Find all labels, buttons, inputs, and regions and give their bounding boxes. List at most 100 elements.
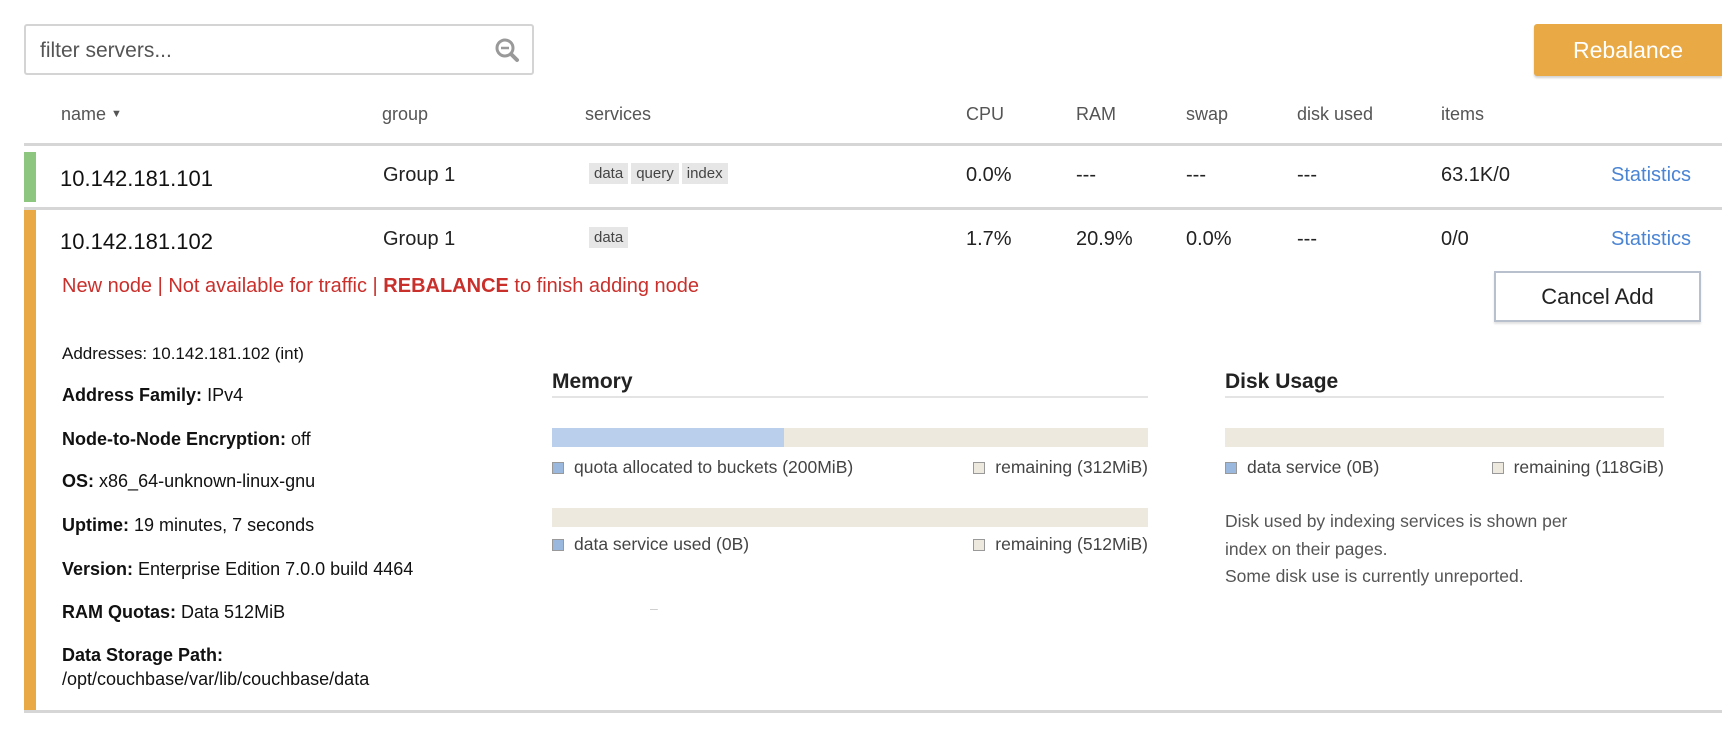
statistics-link[interactable]: Statistics xyxy=(1611,164,1692,186)
detail-addresses: Addresses: 10.142.181.102 (int) xyxy=(62,344,304,364)
disk-used-value: --- xyxy=(1297,164,1317,186)
divider xyxy=(24,710,1722,713)
detail-ram-quotas: RAM Quotas: Data 512MiB xyxy=(62,602,285,623)
detail-version: Version: Enterprise Edition 7.0.0 build … xyxy=(62,559,413,580)
legend-label: remaining (118GiB) xyxy=(1513,457,1664,477)
service-tag: query xyxy=(631,163,679,184)
legend-used-remaining: remaining (512MiB) xyxy=(973,534,1148,555)
legend-swatch-beige xyxy=(973,538,986,551)
detail-data-path-label: Data Storage Path: xyxy=(62,645,223,666)
server-name: 10.142.181.102 xyxy=(60,229,213,254)
detail-os: OS: x86_64-unknown-linux-gnu xyxy=(62,471,315,492)
legend-swatch-blue xyxy=(552,461,564,474)
detail-label: Address Family: xyxy=(62,385,203,405)
detail-value: Data 512MiB xyxy=(181,602,286,622)
legend-disk-data: data service (0B) xyxy=(1225,457,1379,478)
memory-used-bar xyxy=(552,508,1148,527)
detail-label: OS: xyxy=(62,471,95,491)
detail-label: Data Storage Path: xyxy=(62,645,224,665)
status-bar-pending xyxy=(24,210,36,711)
filter-servers-field[interactable] xyxy=(24,24,534,75)
column-label: name xyxy=(61,104,107,124)
divider xyxy=(552,396,1148,398)
search-icon[interactable] xyxy=(494,37,520,68)
legend-label: data service used (0B) xyxy=(574,534,750,554)
items-value: 0/0 xyxy=(1441,228,1469,250)
swap-value: --- xyxy=(1186,164,1206,186)
legend-label: remaining (512MiB) xyxy=(995,534,1148,554)
memory-dash: – xyxy=(650,600,658,616)
detail-address-family: Address Family: IPv4 xyxy=(62,385,243,406)
detail-label: Addresses: xyxy=(62,344,148,363)
filter-servers-input[interactable] xyxy=(38,38,482,64)
legend-used: data service used (0B) xyxy=(552,534,749,555)
column-header-cpu[interactable]: CPU xyxy=(966,104,1005,124)
divider xyxy=(24,207,1722,210)
status-bar-healthy xyxy=(24,152,36,202)
legend-label: data service (0B) xyxy=(1247,457,1380,477)
new-node-warning: New node | Not available for traffic | R… xyxy=(62,275,699,298)
column-header-group[interactable]: group xyxy=(382,104,429,124)
server-group: Group 1 xyxy=(383,164,456,186)
column-header-items[interactable]: items xyxy=(1441,104,1485,124)
disk-note: Some disk use is currently unreported. xyxy=(1225,566,1524,586)
detail-value: 19 minutes, 7 seconds xyxy=(134,515,315,535)
legend-swatch-blue xyxy=(1225,461,1237,474)
divider xyxy=(24,143,1722,146)
warning-emphasis: REBALANCE xyxy=(383,275,509,297)
legend-quota-remaining: remaining (312MiB) xyxy=(973,457,1148,478)
legend-label: quota allocated to buckets (200MiB) xyxy=(574,457,854,477)
disk-note: index on their pages. xyxy=(1225,539,1388,559)
cpu-value: 0.0% xyxy=(966,164,1012,186)
items-value: 63.1K/0 xyxy=(1441,164,1510,186)
memory-heading: Memory xyxy=(552,370,633,393)
detail-value: x86_64-unknown-linux-gnu xyxy=(99,471,316,491)
sort-down-icon: ▼ xyxy=(111,108,122,120)
disk-used-value: --- xyxy=(1297,228,1317,250)
column-header-name[interactable]: name ▼ xyxy=(61,104,122,125)
legend-disk-remaining: remaining (118GiB) xyxy=(1491,457,1664,478)
rebalance-button[interactable]: Rebalance xyxy=(1534,24,1722,76)
detail-value: off xyxy=(291,429,311,449)
cancel-add-button[interactable]: Cancel Add xyxy=(1494,271,1701,322)
detail-label: RAM Quotas: xyxy=(62,602,176,622)
disk-usage-bar xyxy=(1225,428,1664,447)
services-list: data query index xyxy=(589,163,731,184)
detail-label: Version: xyxy=(62,559,134,579)
detail-data-path-value: /opt/couchbase/var/lib/couchbase/data xyxy=(62,669,370,689)
statistics-link[interactable]: Statistics xyxy=(1611,228,1692,250)
warning-text: to finish adding node xyxy=(508,275,700,297)
column-header-services: services xyxy=(585,104,652,124)
warning-text: New node | Not available for traffic | xyxy=(62,275,384,297)
ram-value: 20.9% xyxy=(1076,228,1133,250)
memory-quota-bar xyxy=(552,428,1148,447)
detail-label: Node-to-Node Encryption: xyxy=(62,429,286,449)
column-header-ram[interactable]: RAM xyxy=(1076,104,1116,124)
disk-note: Disk used by indexing services is shown … xyxy=(1225,511,1568,531)
column-header-disk-used[interactable]: disk used xyxy=(1297,104,1374,124)
services-list: data xyxy=(589,227,631,248)
legend-quota: quota allocated to buckets (200MiB) xyxy=(552,457,853,478)
detail-value: 10.142.181.102 xyxy=(151,344,270,363)
legend-swatch-beige xyxy=(1491,461,1504,474)
legend-swatch-blue xyxy=(552,538,564,551)
detail-value: IPv4 xyxy=(207,385,244,405)
detail-uptime: Uptime: 19 minutes, 7 seconds xyxy=(62,515,314,536)
server-group: Group 1 xyxy=(383,228,456,250)
service-tag: data xyxy=(589,227,629,248)
memory-quota-fill xyxy=(552,428,785,447)
server-name: 10.142.181.101 xyxy=(60,166,213,191)
disk-usage-heading: Disk Usage xyxy=(1225,370,1339,393)
column-header-swap[interactable]: swap xyxy=(1186,104,1229,124)
service-tag: index xyxy=(681,163,728,184)
service-tag: data xyxy=(589,163,629,184)
detail-value: Enterprise Edition 7.0.0 build 4464 xyxy=(138,559,414,579)
divider xyxy=(1225,396,1664,398)
ram-value: --- xyxy=(1076,164,1096,186)
cpu-value: 1.7% xyxy=(966,228,1012,250)
legend-label: remaining (312MiB) xyxy=(995,457,1148,477)
legend-swatch-beige xyxy=(973,461,986,474)
detail-value-suffix: (int) xyxy=(274,344,304,363)
detail-encryption: Node-to-Node Encryption: off xyxy=(62,429,311,450)
detail-label: Uptime: xyxy=(62,515,129,535)
